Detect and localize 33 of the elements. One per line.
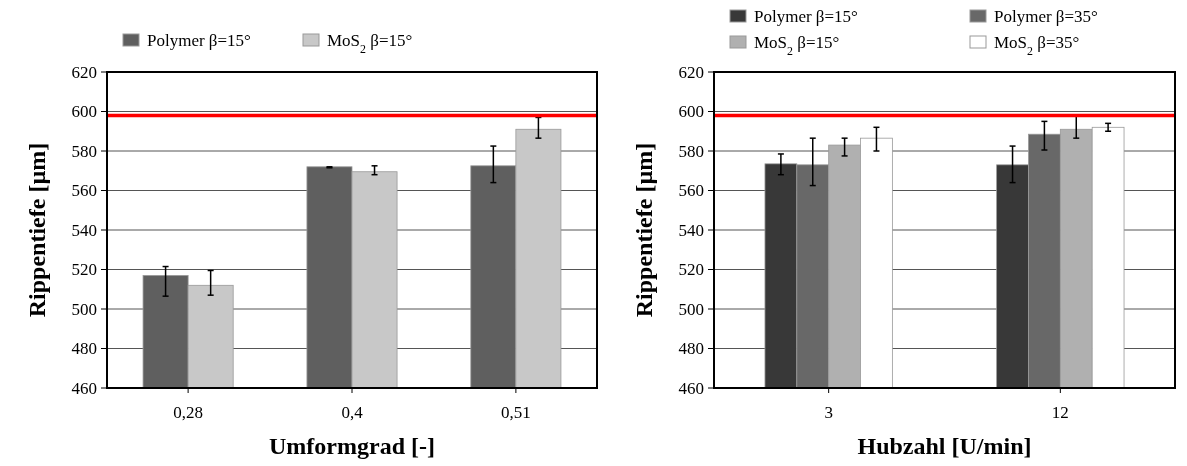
x-tick-label: 0,4 [341, 403, 364, 422]
x-tick-label: 12 [1051, 403, 1069, 422]
y-tick-label: 600 [678, 102, 704, 122]
y-tick-label: 520 [71, 260, 97, 280]
y-tick-label: 600 [71, 102, 97, 122]
y-tick-label: 620 [71, 62, 97, 82]
y-tick-label: 580 [71, 141, 97, 161]
y-tick-label: 460 [678, 378, 704, 398]
x-tick-label: 0,51 [501, 403, 531, 422]
y-tick-label: 620 [678, 62, 704, 82]
legend-label: MoS$_{2}$ β=15° [327, 30, 413, 56]
y-axis-title: Rippentiefe [µm] [24, 142, 50, 318]
y-tick-label: 580 [678, 141, 704, 161]
legend-label: Polymer β=15° [754, 6, 858, 26]
y-tick-label: 560 [71, 181, 97, 201]
y-tick-label: 500 [71, 299, 97, 319]
y-axis-title: Rippentiefe [µm] [631, 142, 657, 318]
legend-label: Polymer β=15° [147, 30, 251, 50]
y-tick-label: 520 [678, 260, 704, 280]
y-tick-label: 500 [678, 299, 704, 319]
legend-label: MoS$_{2}$ β=35° [994, 32, 1080, 58]
x-tick-label: 0,28 [173, 403, 203, 422]
y-tick-label: 560 [678, 181, 704, 201]
y-tick-label: 480 [71, 339, 97, 359]
y-tick-label: 480 [678, 339, 704, 359]
legend-label: MoS$_{2}$ β=15° [754, 32, 840, 58]
legend-label: Polymer β=35° [994, 6, 1098, 26]
x-axis-title: Umformgrad [-] [269, 433, 435, 459]
x-tick-label: 3 [824, 403, 833, 422]
x-axis-title: Hubzahl [U/min] [857, 433, 1032, 459]
y-tick-label: 540 [71, 220, 97, 240]
y-tick-label: 540 [678, 220, 704, 240]
y-tick-label: 460 [71, 378, 97, 398]
